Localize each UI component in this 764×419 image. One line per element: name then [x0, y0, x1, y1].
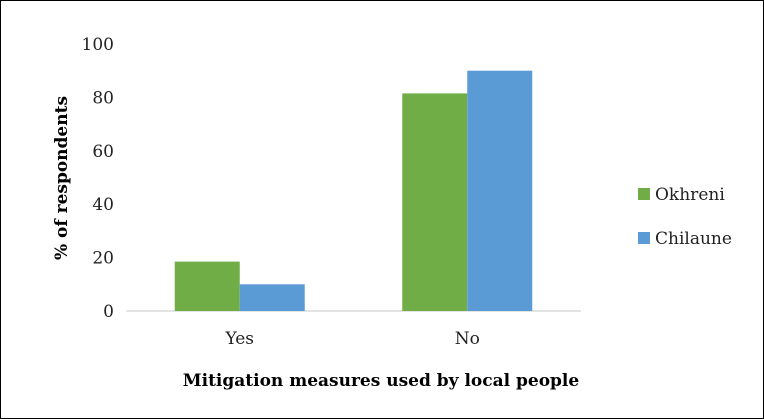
x-axis-title: Mitigation measures used by local people — [183, 371, 580, 391]
bars — [174, 70, 533, 312]
y-tick-label: 60 — [92, 142, 114, 162]
bar-okhreni-no — [402, 93, 468, 312]
y-tick-label: 100 — [82, 35, 114, 55]
legend-swatch-okhreni — [638, 188, 650, 200]
x-tick-label: No — [455, 329, 480, 349]
y-tick-label: 0 — [103, 302, 114, 322]
legend-label-chilaune: Chilaune — [655, 229, 732, 249]
bar-chilaune-yes — [239, 284, 305, 311]
y-axis-ticks: 0 20 40 60 80 100 — [82, 35, 114, 322]
bar-okhreni-yes — [174, 261, 240, 311]
x-axis-ticks: Yes No — [224, 329, 479, 349]
y-tick-label: 40 — [92, 195, 114, 215]
bar-chilaune-no — [467, 70, 533, 311]
legend: Okhreni Chilaune — [638, 185, 732, 249]
y-tick-label: 20 — [92, 249, 114, 269]
y-tick-label: 80 — [92, 88, 114, 108]
legend-label-okhreni: Okhreni — [655, 185, 725, 205]
x-tick-label: Yes — [224, 329, 254, 349]
y-axis-title: % of respondents — [52, 96, 72, 260]
legend-swatch-chilaune — [638, 232, 650, 244]
